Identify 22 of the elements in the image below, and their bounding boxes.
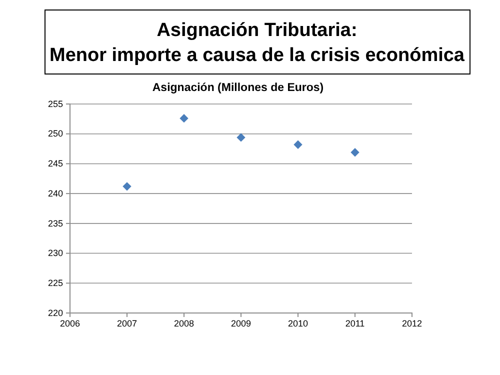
point (294, 140, 302, 149)
x-tick-label: 2010 (288, 318, 308, 328)
y-tick-label: 250 (48, 128, 63, 139)
chart-title: Asignación Tributaria: Menor importe a causa de la crisis económica (50, 20, 465, 66)
y-tick-label: 230 (48, 248, 63, 258)
chart-subtitle: Asignación (Millones de Euros) (152, 82, 324, 94)
y-tick-label: 240 (48, 188, 63, 198)
x-tick-label: 2009 (230, 318, 252, 328)
x-tick-label: 2007 (116, 318, 138, 328)
point (180, 114, 188, 123)
point (350, 148, 360, 157)
point (236, 133, 246, 142)
x-tick-label: 2008 (174, 318, 194, 328)
x-tick-label: 2012 (402, 318, 422, 328)
y-tick-label: 245 (48, 158, 63, 169)
y-tick-label: 235 (48, 218, 63, 228)
y-tick-label: 225 (48, 278, 63, 288)
y-tick-label: 220 (48, 308, 63, 318)
y-tick-label: 255 (48, 98, 63, 109)
x-tick-label: 2011 (345, 318, 365, 328)
point (122, 182, 132, 191)
x-tick-label: 2006 (60, 318, 80, 328)
